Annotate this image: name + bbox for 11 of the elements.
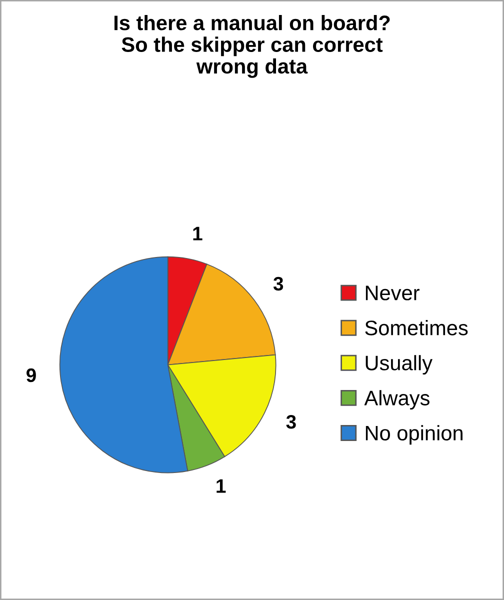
legend-label: Always — [364, 390, 430, 410]
chart-title: Is there a manual on board? So the skipper can correct wrong data — [114, 15, 390, 78]
data-label: 1 — [193, 226, 202, 240]
data-label: 3 — [273, 276, 284, 291]
data-label: 3 — [286, 414, 296, 429]
data-label: 9 — [26, 368, 36, 382]
legend-label: No opinion — [366, 425, 462, 445]
legend-label: Never — [366, 286, 420, 300]
legend-label: Usually — [366, 355, 432, 375]
data-label: 1 — [216, 479, 226, 493]
legend-label: Sometimes — [365, 320, 468, 336]
